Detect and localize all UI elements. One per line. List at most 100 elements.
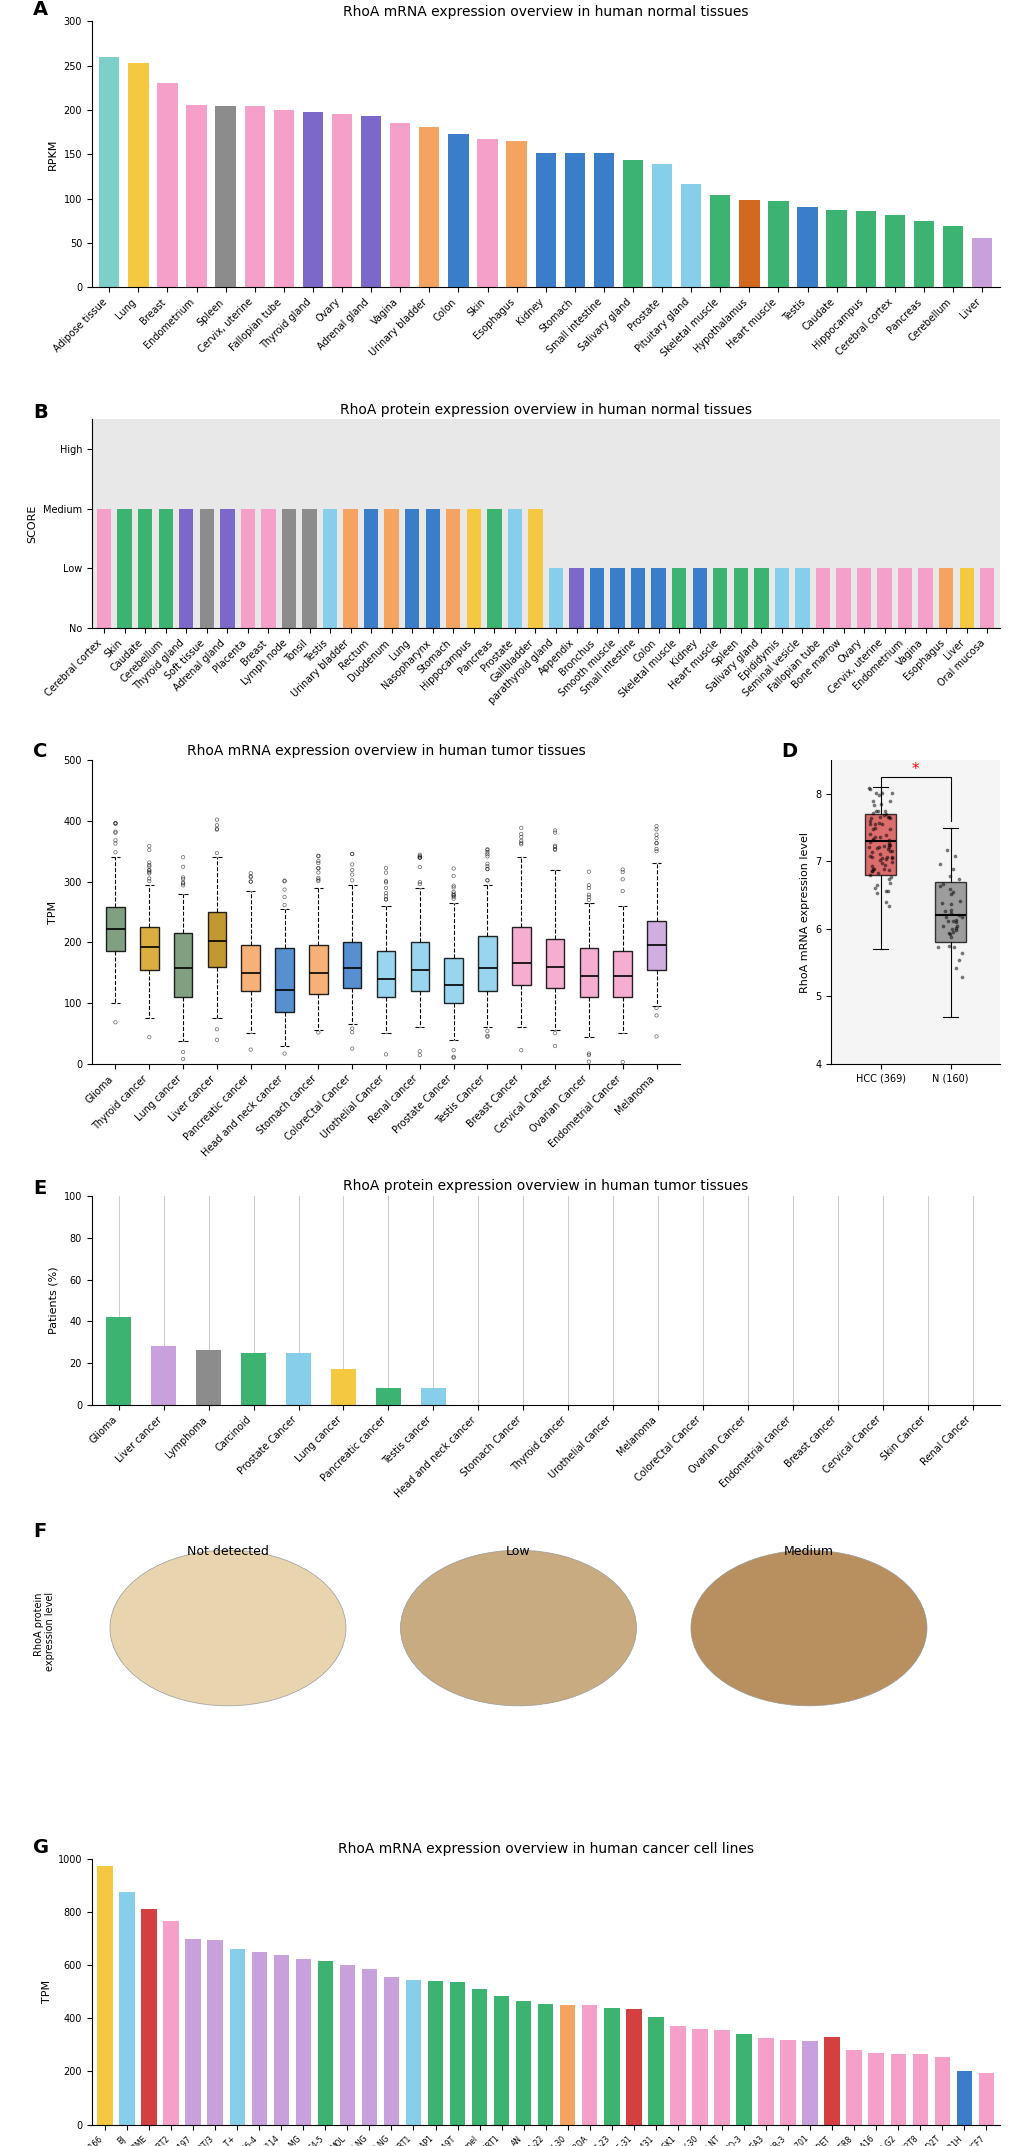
Bar — [631, 569, 645, 629]
Point — [377, 850, 393, 884]
Point — [870, 805, 887, 839]
Point — [377, 865, 393, 899]
Point — [580, 882, 596, 916]
Bar — [185, 1938, 201, 2125]
Point — [107, 824, 123, 858]
Bar — [240, 509, 255, 629]
Point — [648, 813, 664, 848]
Point — [931, 869, 948, 903]
Point — [876, 794, 893, 828]
Bar — [142, 1910, 157, 2125]
Bar — [466, 509, 481, 629]
Point — [479, 863, 495, 897]
Bar — [609, 569, 625, 629]
Point — [947, 903, 963, 938]
Point — [546, 833, 562, 867]
Point — [310, 1015, 326, 1049]
Point — [861, 839, 877, 873]
Bar — [493, 1996, 508, 2125]
Bar — [647, 2017, 663, 2125]
Point — [883, 841, 900, 876]
PathPatch shape — [173, 934, 193, 998]
Point — [880, 826, 897, 861]
Point — [648, 833, 664, 867]
Point — [933, 886, 950, 921]
Bar — [651, 569, 665, 629]
PathPatch shape — [933, 882, 965, 942]
Point — [943, 912, 959, 946]
Point — [648, 826, 664, 861]
Bar — [956, 2071, 971, 2125]
Point — [866, 811, 882, 846]
Point — [479, 835, 495, 869]
Point — [377, 882, 393, 916]
Point — [868, 876, 884, 910]
Point — [613, 1045, 630, 1079]
Point — [580, 878, 596, 912]
Bar — [302, 509, 316, 629]
Bar — [273, 109, 293, 288]
Point — [880, 852, 897, 886]
Bar — [229, 1949, 245, 2125]
Point — [861, 826, 877, 861]
Bar — [516, 2000, 531, 2125]
Point — [445, 852, 462, 886]
Point — [513, 820, 529, 854]
Point — [445, 876, 462, 910]
Point — [479, 1019, 495, 1054]
Bar — [419, 127, 439, 288]
Ellipse shape — [690, 1549, 926, 1706]
Bar — [603, 2009, 619, 2125]
Text: C: C — [33, 743, 47, 762]
Point — [934, 867, 951, 901]
Point — [864, 852, 880, 886]
Bar — [339, 1966, 355, 2125]
Point — [880, 828, 897, 863]
Point — [107, 807, 123, 841]
Bar — [712, 569, 727, 629]
Point — [243, 1032, 259, 1067]
Bar — [331, 1369, 356, 1406]
Point — [141, 854, 157, 888]
Point — [950, 942, 966, 976]
Bar — [774, 569, 789, 629]
Bar — [138, 509, 152, 629]
Bar — [565, 152, 585, 288]
PathPatch shape — [342, 942, 361, 987]
Point — [881, 783, 898, 818]
Point — [861, 805, 877, 839]
Point — [276, 888, 292, 923]
Point — [343, 1011, 360, 1045]
Point — [877, 873, 894, 908]
Point — [866, 871, 882, 906]
Point — [107, 826, 123, 861]
Point — [613, 854, 630, 888]
Point — [343, 863, 360, 897]
Point — [877, 818, 894, 852]
Point — [944, 852, 960, 886]
Bar — [179, 509, 194, 629]
Point — [938, 833, 955, 867]
Point — [880, 824, 897, 858]
Point — [871, 837, 888, 871]
PathPatch shape — [376, 951, 395, 998]
Bar — [157, 82, 177, 288]
Point — [243, 856, 259, 891]
Point — [310, 863, 326, 897]
Point — [141, 865, 157, 899]
Point — [377, 1037, 393, 1071]
Point — [445, 858, 462, 893]
Point — [107, 807, 123, 841]
Point — [864, 822, 880, 856]
Point — [513, 1032, 529, 1067]
Text: E: E — [33, 1180, 46, 1197]
Point — [943, 893, 959, 927]
Point — [580, 1039, 596, 1073]
Point — [546, 833, 562, 867]
Bar — [323, 509, 337, 629]
PathPatch shape — [478, 936, 496, 991]
Text: Medium: Medium — [784, 1545, 834, 1558]
Point — [861, 818, 877, 852]
Point — [862, 854, 878, 888]
Bar — [447, 133, 468, 288]
